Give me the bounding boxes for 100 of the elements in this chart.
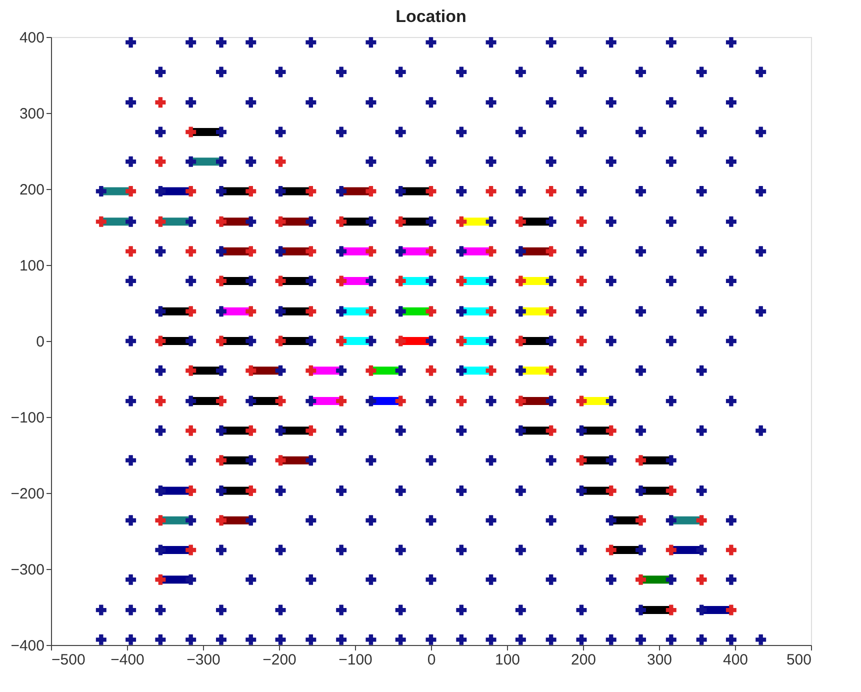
point — [546, 396, 556, 406]
point — [636, 186, 646, 197]
point — [666, 276, 676, 286]
point — [756, 306, 766, 317]
point — [216, 306, 226, 317]
point — [155, 216, 166, 227]
point — [636, 246, 646, 257]
point — [186, 455, 196, 466]
point — [515, 485, 526, 496]
point — [336, 336, 347, 346]
point — [366, 365, 376, 376]
point — [186, 336, 196, 346]
point — [246, 365, 256, 376]
point — [306, 216, 316, 227]
point — [696, 634, 707, 645]
point — [306, 515, 316, 526]
x-tick-label: 500 — [786, 652, 812, 668]
point — [336, 186, 347, 197]
x-tick-label: −400 — [110, 652, 144, 668]
point — [666, 156, 676, 167]
point — [576, 246, 587, 257]
point — [155, 336, 166, 346]
point — [426, 37, 436, 48]
point — [275, 455, 286, 466]
point — [126, 396, 136, 406]
point — [606, 634, 616, 645]
point — [726, 634, 736, 645]
point — [275, 246, 286, 257]
point — [216, 126, 226, 138]
point — [275, 425, 286, 436]
point — [576, 216, 587, 227]
point — [696, 604, 707, 616]
point — [636, 126, 646, 138]
point — [756, 246, 766, 257]
point — [606, 276, 616, 286]
point — [606, 336, 616, 346]
point — [636, 66, 646, 78]
point — [546, 216, 556, 227]
point — [155, 97, 166, 108]
point — [576, 634, 587, 645]
point — [246, 156, 256, 167]
point — [546, 365, 556, 376]
point — [666, 574, 676, 585]
point — [726, 97, 736, 108]
point — [486, 216, 496, 227]
point — [696, 425, 707, 436]
point — [216, 66, 226, 78]
point — [726, 276, 736, 286]
point — [486, 365, 496, 376]
point — [155, 365, 166, 376]
point — [666, 544, 676, 556]
point — [216, 276, 226, 286]
point — [186, 37, 196, 48]
point — [216, 634, 226, 645]
point — [666, 97, 676, 108]
point — [756, 634, 766, 645]
point — [486, 515, 496, 526]
point — [336, 485, 347, 496]
point — [696, 485, 707, 496]
point — [606, 37, 616, 48]
point — [726, 37, 736, 48]
point — [486, 246, 496, 257]
point — [546, 97, 556, 108]
point — [696, 515, 707, 526]
point — [486, 336, 496, 346]
point — [426, 336, 436, 346]
point — [395, 276, 406, 286]
point — [426, 216, 436, 227]
point — [395, 365, 406, 376]
point — [395, 246, 406, 257]
point — [515, 336, 526, 346]
point — [636, 544, 646, 556]
point — [275, 216, 286, 227]
point — [366, 37, 376, 48]
point — [155, 425, 166, 436]
point — [336, 246, 347, 257]
point — [696, 306, 707, 317]
point — [275, 186, 286, 197]
point — [456, 485, 467, 496]
point — [306, 574, 316, 585]
point — [246, 276, 256, 286]
point — [216, 37, 226, 48]
point — [275, 544, 286, 556]
point — [126, 634, 136, 645]
point — [426, 634, 436, 645]
point — [515, 396, 526, 406]
point — [366, 306, 376, 317]
point — [726, 396, 736, 406]
point — [246, 186, 256, 197]
point — [275, 604, 286, 616]
y-tick-label: 0 — [36, 334, 44, 350]
point — [275, 306, 286, 317]
point — [96, 216, 106, 227]
y-tick-label: −300 — [10, 562, 44, 578]
chart-title: Location — [396, 7, 466, 26]
point — [576, 276, 587, 286]
point — [696, 186, 707, 197]
point — [336, 425, 347, 436]
point — [515, 66, 526, 78]
point — [666, 216, 676, 227]
